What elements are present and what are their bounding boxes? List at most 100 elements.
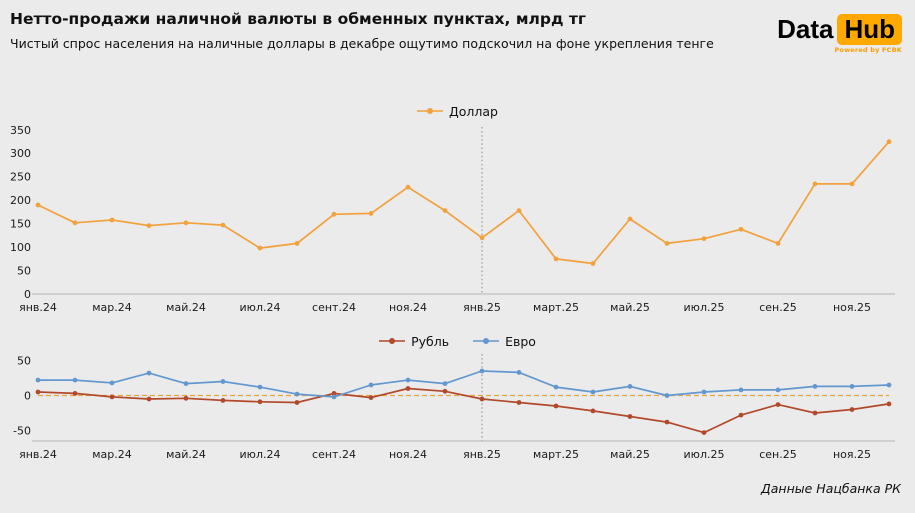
series-line	[38, 370, 890, 398]
x-tick-label: ноя.25	[833, 448, 871, 461]
logo-wordmark: Data Hub	[777, 14, 902, 45]
x-tick-label: мар.24	[92, 301, 132, 314]
data-point-marker	[109, 380, 115, 386]
legend-euro: Евро	[473, 334, 536, 349]
data-point-marker	[738, 387, 744, 393]
x-tick-label: сент.24	[312, 301, 356, 314]
data-point-marker	[109, 394, 115, 400]
data-point-marker	[738, 226, 744, 232]
data-point-marker	[701, 236, 707, 242]
logo-powered-by: Powered by FCBK	[834, 46, 902, 54]
data-point-marker	[553, 403, 559, 409]
x-tick-label: июл.25	[684, 301, 725, 314]
x-tick-label: сен.25	[759, 301, 797, 314]
x-tick-label: сен.25	[759, 448, 797, 461]
x-tick-label: июл.25	[684, 448, 725, 461]
data-point-marker	[664, 393, 670, 398]
x-tick-label: янв.25	[463, 301, 501, 314]
page-subtitle: Чистый спрос населения на наличные долла…	[10, 36, 714, 51]
data-point-marker	[886, 401, 892, 407]
data-point-marker	[331, 211, 337, 217]
x-tick-label: май.25	[610, 448, 650, 461]
data-point-marker	[183, 220, 189, 226]
data-point-marker	[405, 386, 411, 391]
y-tick-label: 300	[10, 147, 31, 160]
y-tick-label: 0	[24, 288, 31, 301]
data-point-marker	[183, 395, 189, 401]
legend-marker-icon	[473, 338, 500, 344]
legend-label: Евро	[505, 333, 536, 349]
data-point-marker	[553, 384, 559, 390]
x-tick-label: ноя.24	[389, 301, 427, 314]
data-point-marker	[220, 398, 226, 403]
data-point-marker	[368, 395, 374, 400]
data-point-marker	[701, 430, 707, 435]
data-point-marker	[516, 208, 522, 213]
data-point-marker	[405, 377, 411, 383]
data-point-marker	[368, 382, 374, 388]
data-point-marker	[664, 241, 670, 246]
x-tick-label: ноя.25	[833, 301, 871, 314]
x-tick-label: мар.24	[92, 448, 132, 461]
data-point-marker	[701, 389, 707, 395]
data-point-marker	[257, 384, 263, 390]
data-point-marker	[442, 208, 448, 213]
data-point-marker	[479, 368, 485, 374]
data-point-marker	[627, 414, 633, 419]
y-tick-label: 50	[17, 264, 31, 277]
data-point-marker	[331, 391, 337, 396]
data-point-marker	[516, 400, 522, 405]
data-point-marker	[405, 184, 411, 190]
data-point-marker	[553, 256, 559, 262]
legend-dollar: Доллар	[417, 104, 498, 119]
data-point-marker	[35, 202, 41, 208]
data-point-marker	[590, 389, 596, 395]
data-point-marker	[590, 408, 596, 414]
logo-text-data: Data	[777, 14, 834, 44]
data-point-marker	[220, 379, 226, 384]
x-tick-label: янв.25	[463, 448, 501, 461]
data-point-marker	[331, 394, 337, 400]
data-point-marker	[812, 410, 818, 416]
legend-marker-icon	[379, 338, 406, 344]
legend-label: Доллар	[449, 103, 498, 119]
data-point-marker	[775, 241, 781, 246]
header: Нетто-продажи наличной валюты в обменных…	[10, 10, 714, 51]
y-tick-label: 100	[10, 241, 31, 254]
data-point-marker	[294, 400, 300, 405]
data-point-marker	[35, 389, 41, 395]
dollar-chart-legend: Доллар	[0, 100, 915, 122]
data-point-marker	[775, 402, 781, 407]
data-point-marker	[146, 223, 152, 228]
data-point-marker	[35, 377, 41, 383]
data-point-marker	[479, 396, 485, 402]
x-tick-label: янв.24	[19, 301, 57, 314]
data-point-marker	[183, 381, 189, 386]
x-tick-label: март.25	[533, 448, 579, 461]
data-point-marker	[886, 139, 892, 145]
series-line	[37, 141, 890, 265]
y-tick-label: 50	[17, 354, 31, 367]
x-tick-label: май.24	[166, 301, 206, 314]
y-tick-label: 200	[10, 194, 31, 207]
legend-marker-icon	[417, 108, 443, 114]
data-point-marker	[368, 211, 374, 216]
data-point-marker	[812, 181, 818, 187]
data-point-marker	[479, 235, 485, 241]
data-point-marker	[886, 382, 892, 388]
y-tick-label: 250	[10, 171, 31, 184]
data-point-marker	[257, 399, 263, 405]
data-point-marker	[72, 391, 78, 396]
logo-text-hub: Hub	[837, 14, 902, 45]
x-tick-label: июл.24	[240, 301, 281, 314]
page-title: Нетто-продажи наличной валюты в обменных…	[10, 10, 586, 28]
data-point-marker	[109, 217, 115, 223]
data-point-marker	[590, 261, 596, 266]
data-point-marker	[442, 381, 448, 386]
data-point-marker	[775, 387, 781, 393]
legend-label: Рубль	[411, 333, 450, 349]
data-point-marker	[849, 181, 855, 187]
ruble-euro-chart-legend: Рубль Евро	[0, 330, 915, 352]
x-tick-label: янв.24	[19, 448, 57, 461]
